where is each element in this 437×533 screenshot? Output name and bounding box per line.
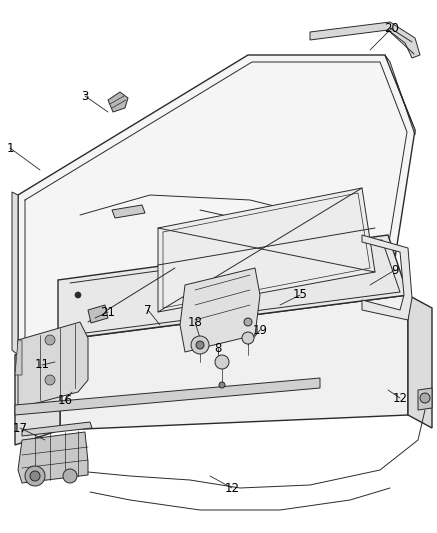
Circle shape (75, 292, 81, 298)
Circle shape (63, 469, 77, 483)
Text: 18: 18 (187, 316, 202, 328)
Text: 9: 9 (391, 263, 399, 277)
Text: 15: 15 (292, 288, 308, 302)
Polygon shape (22, 422, 92, 436)
Circle shape (191, 336, 209, 354)
Circle shape (45, 375, 55, 385)
Polygon shape (385, 55, 415, 135)
Text: 19: 19 (253, 324, 267, 336)
Polygon shape (310, 22, 420, 58)
Polygon shape (362, 235, 412, 320)
Polygon shape (88, 305, 108, 323)
Polygon shape (180, 268, 260, 352)
Text: 12: 12 (392, 392, 407, 405)
Polygon shape (15, 340, 22, 375)
Polygon shape (158, 188, 375, 312)
Polygon shape (58, 235, 408, 340)
Text: 21: 21 (101, 305, 115, 319)
Circle shape (30, 471, 40, 481)
Text: 17: 17 (13, 422, 28, 434)
Polygon shape (418, 388, 432, 410)
Circle shape (420, 393, 430, 403)
Circle shape (215, 355, 229, 369)
Polygon shape (15, 340, 60, 445)
Polygon shape (18, 322, 88, 408)
Polygon shape (155, 290, 390, 362)
Text: 3: 3 (81, 90, 89, 102)
Circle shape (244, 318, 252, 326)
Text: 7: 7 (144, 303, 152, 317)
Text: 12: 12 (225, 481, 239, 495)
Circle shape (242, 332, 254, 344)
Polygon shape (18, 55, 415, 355)
Polygon shape (60, 295, 408, 430)
Polygon shape (18, 432, 88, 483)
Text: 11: 11 (35, 359, 49, 372)
Polygon shape (15, 378, 320, 415)
Polygon shape (12, 192, 18, 355)
Text: 16: 16 (58, 393, 73, 407)
Polygon shape (112, 205, 145, 218)
Circle shape (25, 466, 45, 486)
Circle shape (45, 335, 55, 345)
Circle shape (219, 382, 225, 388)
Polygon shape (408, 295, 432, 428)
Text: 20: 20 (385, 21, 399, 35)
Circle shape (196, 341, 204, 349)
Text: 8: 8 (214, 342, 222, 354)
Polygon shape (108, 92, 128, 112)
Text: 1: 1 (6, 141, 14, 155)
